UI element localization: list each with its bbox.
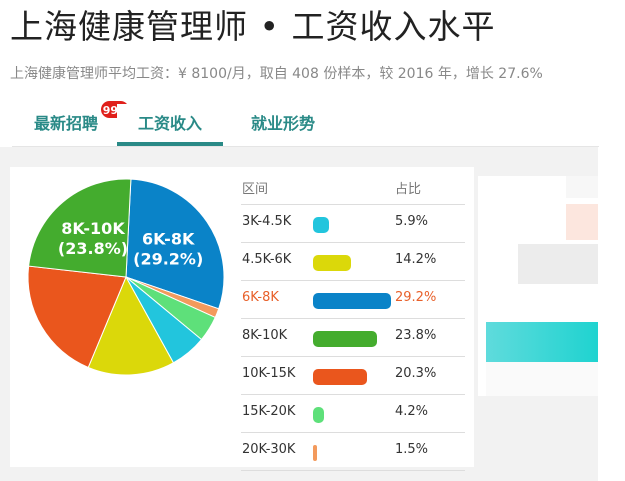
salary-range-label: 20K-30K: [242, 442, 296, 457]
pie-slice-6k-8k[interactable]: [125, 178, 225, 310]
pie-data-label: 8K-10K: [61, 219, 125, 238]
pie-slice-4.5k-6k[interactable]: [87, 275, 175, 376]
tab-label: 工资收入: [137, 114, 202, 133]
percent-column-header: 占比: [395, 182, 422, 197]
salary-range-label: 15K-20K: [242, 404, 296, 419]
tab-latest-jobs[interactable]: 最新招聘 99+: [16, 100, 130, 142]
tab-divider: [12, 146, 599, 147]
table-row: 8K-10K 23.8%: [241, 319, 465, 357]
blurred-block: [518, 244, 598, 284]
tab-label: 就业形势: [250, 114, 315, 133]
blurred-side-panel: [478, 176, 598, 396]
salary-chart-card: 6K-8K (29.2%) 8K-10K (23.8%): [10, 167, 474, 467]
tab-salary-income[interactable]: 工资收入: [117, 104, 223, 146]
percentage-bar: [313, 369, 368, 385]
pie-slice-10k-15k[interactable]: [27, 265, 127, 369]
percentage-bar: [313, 331, 377, 347]
pie-data-label: 6K-8K: [142, 229, 195, 248]
percentage-bar: [313, 407, 325, 423]
percentage-bar: [313, 255, 351, 271]
salary-range-label: 6K-8K: [242, 290, 279, 305]
pie-data-label: (29.2%): [133, 249, 203, 268]
blurred-block: [566, 204, 598, 240]
percentage-value: 23.8%: [395, 328, 437, 343]
percentage-bar: [313, 445, 317, 461]
table-header: 区间 占比: [241, 170, 465, 205]
percentage-bar: [313, 217, 329, 233]
table-row: 4.5K-6K 14.2%: [241, 243, 465, 281]
percentage-value: 14.2%: [395, 252, 437, 267]
pie-data-label: (23.8%): [58, 239, 128, 258]
table-row: 15K-20K 4.2%: [241, 395, 465, 433]
blurred-block: [486, 362, 598, 396]
blurred-block: [486, 322, 598, 362]
tab-label: 最新招聘: [33, 114, 98, 133]
percentage-value: 20.3%: [395, 366, 437, 381]
percentage-value: 29.2%: [395, 290, 437, 305]
table-row: 20K-30K 1.5%: [241, 433, 465, 471]
pie-slice-8k-10k[interactable]: [28, 178, 132, 278]
percentage-value: 5.9%: [395, 214, 429, 229]
table-row: 6K-8K 29.2%: [241, 281, 465, 319]
table-row: 3K-4.5K 5.9%: [241, 205, 465, 243]
percentage-value: 4.2%: [395, 404, 429, 419]
percentage-bar: [313, 293, 391, 309]
salary-range-label: 3K-4.5K: [242, 214, 292, 229]
salary-pie-chart: 6K-8K(29.2%) 8K-10K(23.8%): [27, 178, 225, 376]
salary-range-label: 4.5K-6K: [242, 252, 292, 267]
percentage-value: 1.5%: [395, 442, 429, 457]
page-title: 上海健康管理师 • 工资收入水平: [10, 7, 496, 46]
salary-range-label: 8K-10K: [242, 328, 288, 343]
salary-summary: 上海健康管理师平均工资：¥ 8100/月，取自 408 份样本，较 2016 年…: [10, 66, 543, 82]
range-column-header: 区间: [242, 182, 269, 197]
blurred-block: [566, 176, 598, 198]
table-row: 10K-15K 20.3%: [241, 357, 465, 395]
salary-distribution-table: 区间 占比 3K-4.5K 5.9% 4.5K-6K 14.2% 6K-8K 29.2% 8…: [241, 170, 465, 471]
salary-range-label: 10K-15K: [242, 366, 296, 381]
tab-bar: 最新招聘 99+ 工资收入 就业形势: [12, 100, 599, 147]
tab-employment-trend[interactable]: 就业形势: [228, 104, 338, 142]
